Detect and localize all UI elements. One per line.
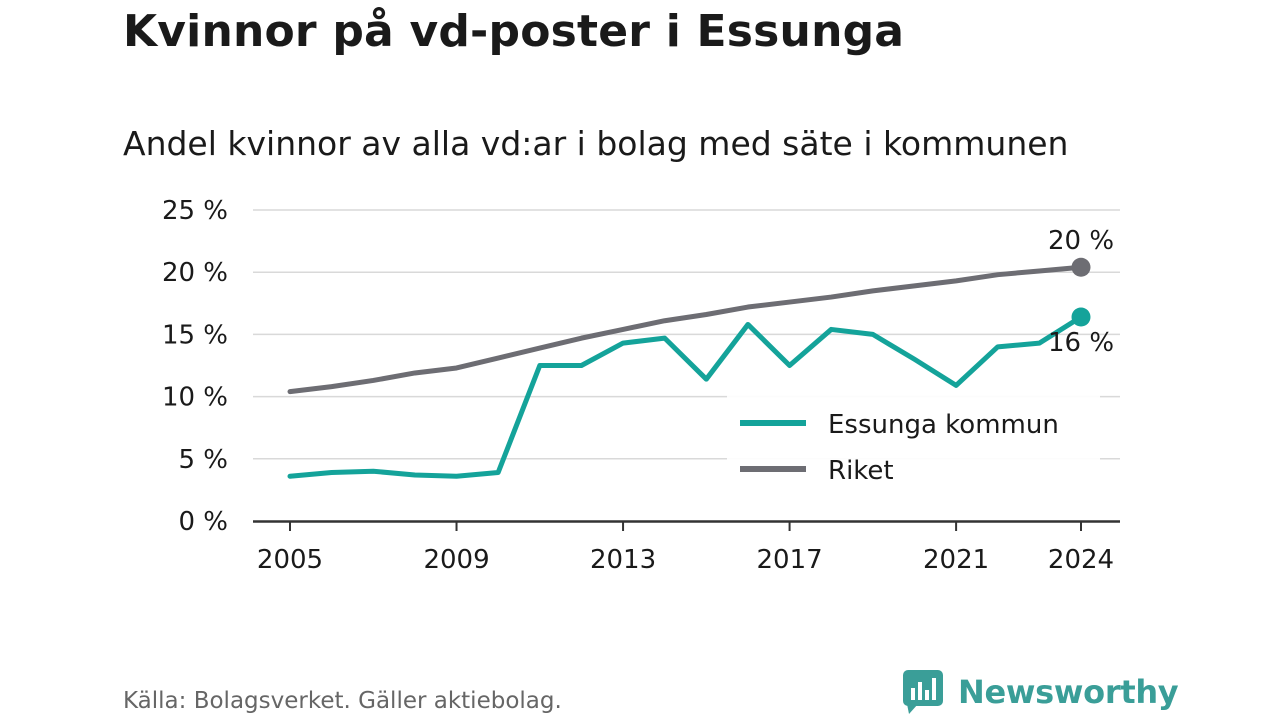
y-tick-label: 20 % bbox=[162, 258, 228, 288]
series-end-label: 16 % bbox=[1048, 328, 1114, 358]
x-tick-label: 2021 bbox=[923, 545, 989, 575]
series-end-point bbox=[1071, 257, 1091, 277]
y-tick-label: 5 % bbox=[178, 445, 228, 475]
series-end-label: 20 % bbox=[1048, 226, 1114, 256]
y-tick-label: 10 % bbox=[162, 383, 228, 413]
legend-label-riket: Riket bbox=[828, 456, 894, 486]
y-tick-label: 0 % bbox=[178, 507, 228, 537]
y-tick-label: 25 % bbox=[162, 196, 228, 226]
legend-label-essunga: Essunga kommun bbox=[828, 410, 1059, 440]
brand-name: Newsworthy bbox=[958, 673, 1179, 711]
y-tick-label: 15 % bbox=[162, 320, 228, 350]
series-line bbox=[287, 314, 1084, 479]
legend-background bbox=[727, 392, 1100, 502]
x-tick-label: 2005 bbox=[257, 545, 323, 575]
x-ticks: 2005 2009 2013 2017 2021 2024 bbox=[257, 521, 1114, 575]
x-tick-label: 2009 bbox=[423, 545, 489, 575]
brand-logo: Newsworthy bbox=[902, 668, 1179, 716]
y-tick-labels: 0 % 5 % 10 % 15 % 20 % 25 % bbox=[162, 196, 228, 537]
x-tick-label: 2017 bbox=[756, 545, 822, 575]
legend: Essunga kommun Riket bbox=[727, 392, 1100, 502]
x-tick-label: 2024 bbox=[1048, 545, 1114, 575]
series-end-point bbox=[1071, 307, 1091, 327]
source-note: Källa: Bolagsverket. Gäller aktiebolag. bbox=[123, 688, 562, 714]
newsworthy-logo-icon bbox=[903, 670, 943, 714]
series-line bbox=[287, 264, 1084, 395]
chart-subtitle: Andel kvinnor av alla vd:ar i bolag med … bbox=[123, 124, 1069, 163]
x-tick-label: 2013 bbox=[590, 545, 656, 575]
series-lines: 20 % 16 % bbox=[287, 226, 1114, 479]
chart-title: Kvinnor på vd-poster i Essunga bbox=[123, 6, 905, 57]
